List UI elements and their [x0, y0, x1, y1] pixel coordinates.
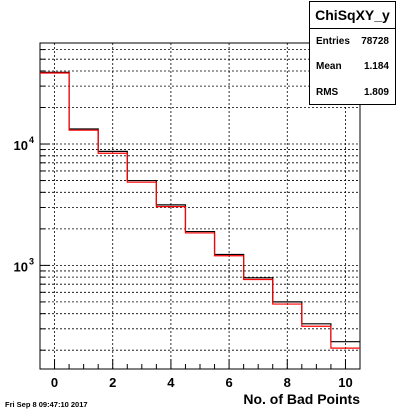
histogram-bin	[98, 150, 127, 152]
histogram-bin	[273, 303, 302, 305]
histogram-bin	[215, 255, 244, 257]
histogram-bin	[40, 72, 69, 74]
histogram-bin	[331, 347, 360, 349]
histogram-series	[40, 71, 360, 349]
y-tick-label: 10	[14, 259, 28, 274]
histogram-bin	[156, 204, 185, 206]
histogram-bin	[273, 301, 302, 303]
histogram-bin	[69, 129, 98, 131]
x-tick-label: 10	[338, 375, 352, 390]
stats-label: Entries	[316, 36, 350, 47]
histogram-bin	[302, 325, 331, 327]
stats-row-mean: Mean 1.184	[310, 59, 395, 75]
stats-label: Mean	[316, 61, 342, 72]
plot-frame	[39, 42, 361, 370]
axis-ticks	[39, 49, 361, 369]
x-tick-label: 4	[167, 375, 175, 390]
histogram-bin	[331, 341, 360, 343]
x-axis-title: No. of Bad Points	[243, 391, 360, 407]
stats-title: ChiSqXY_y	[310, 2, 395, 29]
y-tick-exponent: 4	[29, 135, 34, 145]
histogram-bin	[302, 323, 331, 325]
y-tick-exponent: 3	[29, 256, 34, 266]
stats-label: RMS	[316, 87, 339, 98]
histogram-bin	[185, 232, 214, 234]
stats-value: 1.184	[363, 61, 389, 72]
stats-row-entries: Entries 78728	[310, 34, 395, 50]
x-tick-label: 6	[225, 375, 232, 390]
stats-value: 78728	[361, 36, 389, 47]
x-tick-label: 0	[51, 375, 58, 390]
stats-row-rms: RMS 1.809	[310, 85, 395, 101]
timestamp: Fri Sep 8 09:47:10 2017	[5, 400, 88, 409]
y-tick-label: 10	[14, 138, 28, 153]
x-tick-label: 8	[284, 375, 291, 390]
x-tick-label: 2	[109, 375, 116, 390]
grid-lines	[40, 43, 360, 369]
histogram-bin	[156, 206, 185, 208]
stats-value: 1.809	[363, 87, 389, 98]
histogram-bin	[98, 152, 127, 154]
histogram-bin	[244, 278, 273, 280]
stats-box: ChiSqXY_y Entries 78728 Mean 1.184 RMS 1…	[309, 1, 396, 105]
histogram-bin	[127, 181, 156, 183]
histogram-series-1	[40, 72, 360, 349]
